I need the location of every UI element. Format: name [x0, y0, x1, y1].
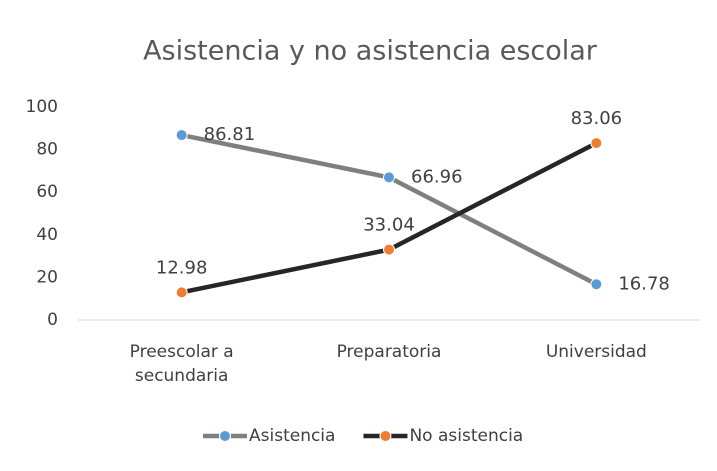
y-tick-label: 100: [26, 97, 58, 117]
marker: [383, 243, 395, 256]
legend-label: No asistencia: [409, 426, 523, 446]
series-line: [181, 132, 598, 287]
data-label: 83.06: [571, 108, 623, 129]
legend-marker: [219, 430, 231, 442]
marker: [383, 171, 395, 184]
data-label: 86.81: [204, 124, 256, 145]
legend-item: No asistencia: [363, 426, 523, 446]
y-tick-label: 20: [36, 267, 58, 287]
marker: [175, 286, 188, 299]
y-tick-label: 60: [36, 182, 58, 202]
data-label: 16.78: [618, 273, 670, 294]
marker: [175, 129, 188, 142]
y-tick-label: 40: [36, 225, 58, 245]
chart-title: Asistencia y no asistencia escolar: [143, 36, 598, 67]
marker: [590, 278, 603, 291]
legend-label: Asistencia: [249, 426, 335, 446]
y-tick-label: 80: [36, 140, 58, 160]
data-label: 66.96: [411, 166, 463, 187]
marker: [590, 137, 603, 150]
data-label: 12.98: [156, 257, 208, 278]
legend-item: Asistencia: [203, 426, 335, 446]
legend-marker: [379, 430, 392, 442]
x-tick-label: Preparatoria: [336, 342, 442, 362]
y-tick-label: 0: [47, 310, 58, 330]
x-tick-label: Preescolar a secundaria: [129, 342, 234, 386]
x-tick-label: Universidad: [545, 342, 647, 362]
data-label: 33.04: [363, 215, 415, 236]
